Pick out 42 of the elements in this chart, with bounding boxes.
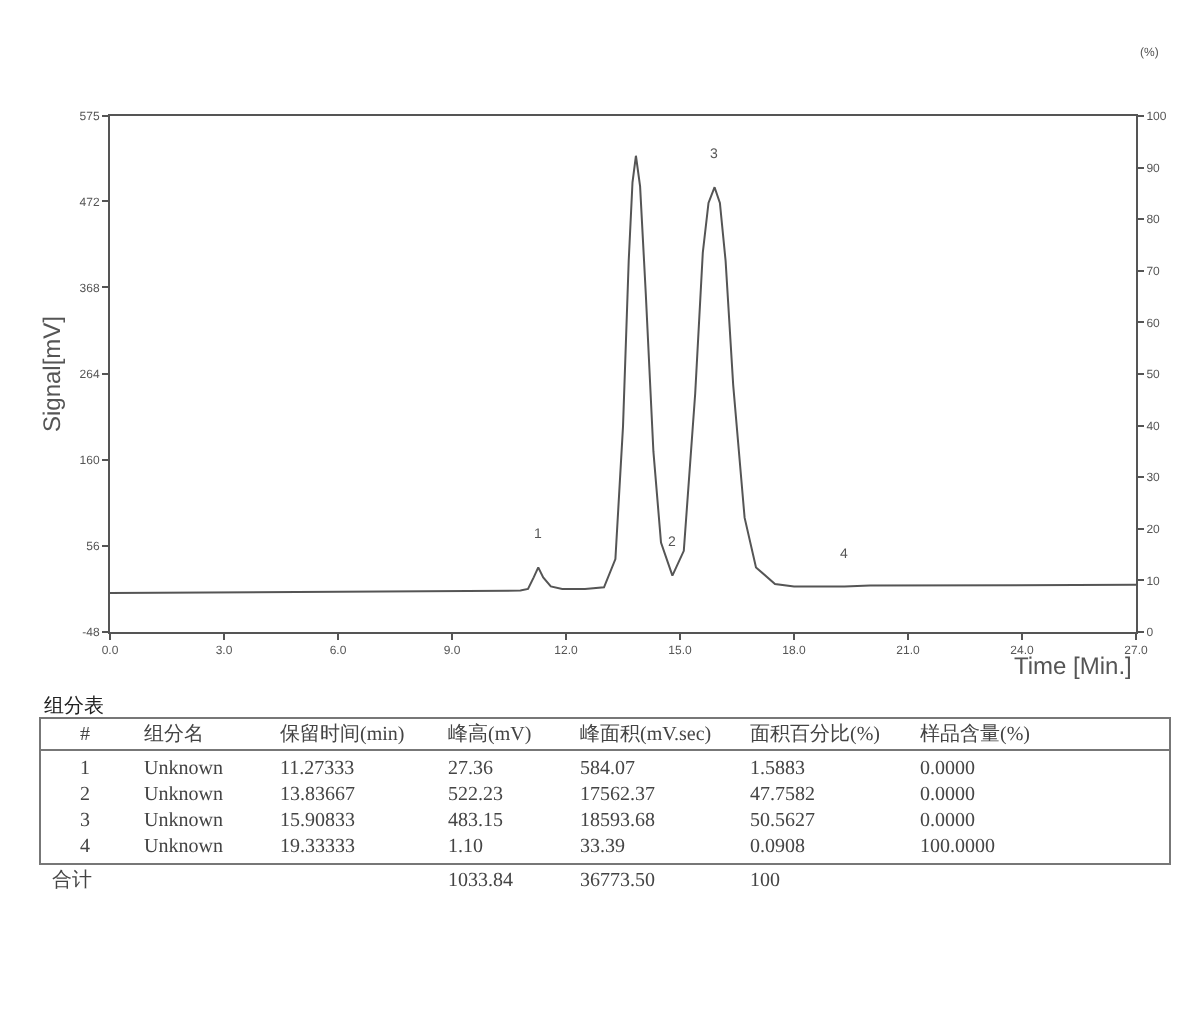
text: 合计: [52, 868, 92, 892]
text: Unknown: [144, 836, 223, 858]
text: 1033.84: [448, 870, 513, 892]
text: 1.5883: [750, 758, 805, 780]
text: 100: [750, 870, 780, 892]
text: 1: [80, 758, 90, 780]
text: Unknown: [144, 784, 223, 806]
text: 17562.37: [580, 784, 655, 806]
text: Unknown: [144, 810, 223, 832]
text: 0.0000: [920, 758, 975, 780]
text: 47.7582: [750, 784, 815, 806]
text: 保留时间(min): [280, 722, 405, 746]
text: #: [80, 724, 90, 746]
text: 0.0000: [920, 810, 975, 832]
text: 18593.68: [580, 810, 655, 832]
text: 11.27333: [280, 758, 355, 780]
text: Unknown: [144, 758, 223, 780]
text: 483.15: [448, 810, 503, 832]
text: 0.0000: [920, 784, 975, 806]
text: 36773.50: [580, 870, 655, 892]
text: 2: [80, 784, 90, 806]
text: 15.90833: [280, 810, 355, 832]
text: 584.07: [580, 758, 635, 780]
text: 样品含量(%): [920, 722, 1030, 746]
y-axis-title: Signal[mV]: [38, 315, 67, 433]
text: 27.36: [448, 758, 493, 780]
text: 1.10: [448, 836, 483, 858]
text: 13.83667: [280, 784, 355, 806]
text: 峰高(mV): [448, 722, 532, 746]
text: 组分表: [44, 694, 104, 718]
text: 面积百分比(%): [750, 722, 880, 746]
text: 522.23: [448, 784, 503, 806]
text: 峰面积(mV.sec): [580, 722, 712, 746]
text: 100.0000: [920, 836, 995, 858]
text: 0.0908: [750, 836, 805, 858]
x-axis-title: Time [Min.]: [1014, 652, 1132, 680]
text: 19.33333: [280, 836, 355, 858]
text: 50.5627: [750, 810, 815, 832]
text: 组分名: [144, 722, 204, 746]
text: 4: [80, 836, 90, 858]
text: 33.39: [580, 836, 625, 858]
text: 3: [80, 810, 90, 832]
